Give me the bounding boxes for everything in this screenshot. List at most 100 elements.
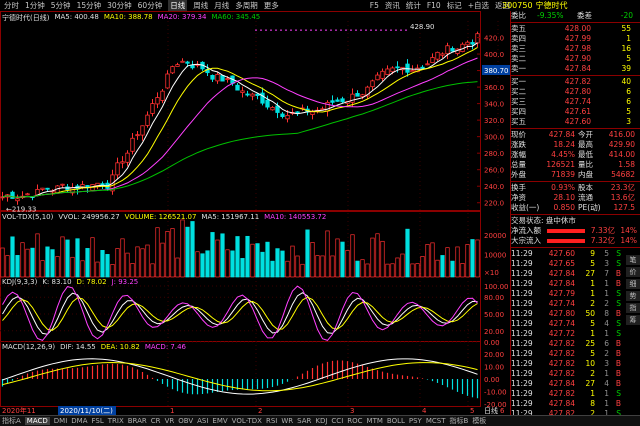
volume-bar: [250, 243, 255, 278]
macd-axis-label: 20.00: [484, 351, 504, 359]
period-6[interactable]: 日线: [168, 0, 188, 11]
indicator-tab-21[interactable]: PSY: [408, 417, 422, 425]
volume-label: VOLUME: 126521.07: [124, 213, 197, 221]
volume-bar: [470, 239, 475, 278]
date-axis-label: 2: [258, 407, 262, 415]
toolbar-button-0[interactable]: F5: [369, 1, 379, 10]
tick-count: 1: [604, 399, 609, 408]
trade-status: 交易状态: 盘中休市: [511, 216, 576, 225]
side-tab-2[interactable]: 细: [626, 279, 640, 289]
indicator-tab-22[interactable]: MCST: [425, 417, 446, 425]
indicator-tab-11[interactable]: EMV: [212, 417, 228, 425]
price-axis-label: 320.0: [484, 117, 504, 125]
candle-body: [185, 61, 190, 64]
indicator-tab-5[interactable]: TRIX: [107, 417, 124, 425]
indicator-tab-20[interactable]: BOLL: [386, 417, 405, 425]
volume-bar: [160, 242, 165, 278]
kline-chart-area[interactable]: 428.90←219.33420.0400.0380.0360.0340.032…: [0, 11, 510, 415]
candle-body: [120, 161, 125, 164]
toolbar-button-5[interactable]: +自选: [467, 1, 489, 10]
toolbar-button-4[interactable]: 标记: [446, 1, 462, 10]
side-tab-4[interactable]: 指: [626, 303, 640, 313]
side-tab-0[interactable]: 笔: [626, 255, 640, 265]
period-9[interactable]: 多周期: [235, 1, 258, 10]
indicator-tab-3[interactable]: DMA: [71, 417, 88, 425]
price-axis-label: 240.0: [484, 183, 504, 191]
volume-bar: [400, 253, 405, 278]
indicator-tab-17[interactable]: CCI: [331, 417, 344, 425]
period-1[interactable]: 1分钟: [25, 1, 45, 10]
candle-body: [130, 137, 135, 152]
indicator-tab-6[interactable]: BRAR: [127, 417, 147, 425]
indicator-tab-9[interactable]: OBV: [178, 417, 194, 425]
indicator-tab-16[interactable]: KDJ: [315, 417, 328, 425]
kdj-legend: KDJ(9,3,3) K: 83.10 D: 78.02 J: 93.25: [2, 278, 138, 286]
side-tab-5[interactable]: 筹: [626, 315, 640, 325]
indicator-tab-10[interactable]: ASI: [197, 417, 209, 425]
indicator-tab-1[interactable]: MACD: [24, 417, 50, 425]
period-2[interactable]: 5分钟: [50, 1, 71, 10]
volume-bar: [185, 226, 190, 278]
tick-time: 11:29: [511, 349, 533, 358]
ma5-line: [2, 42, 478, 198]
period-8[interactable]: 月线: [214, 1, 230, 10]
candle-body: [40, 187, 45, 190]
tick-direction: B: [615, 359, 621, 368]
indicator-tab-18[interactable]: ROC: [347, 417, 363, 425]
toolbar-button-1[interactable]: 资讯: [384, 1, 400, 10]
volume-bar: [225, 249, 230, 278]
toolbar-button-6[interactable]: 返回: [495, 1, 510, 10]
indicator-tab-14[interactable]: WR: [281, 417, 294, 425]
bids-label: 买三: [511, 97, 526, 106]
indicator-tab-19[interactable]: MTM: [366, 417, 383, 425]
candle-body: [10, 191, 15, 199]
fund-value: 127.5: [613, 203, 635, 212]
price-axis-label: 300.0: [484, 134, 504, 142]
period-5[interactable]: 60分钟: [137, 1, 163, 10]
tick-direction: B: [615, 379, 621, 388]
asks-volume: 55: [621, 24, 631, 33]
candle-body: [115, 162, 120, 176]
tick-count: 2: [604, 299, 609, 308]
volume-bar: [475, 239, 480, 278]
period-0[interactable]: 分时: [4, 1, 19, 10]
period-3[interactable]: 15分钟: [76, 1, 102, 10]
kdj-axis-label: 20.00: [484, 328, 504, 336]
stats-row: 涨跌 18.24 最高 429.90: [511, 140, 640, 150]
candle-body: [225, 78, 230, 81]
indicator-tab-24[interactable]: 模板: [472, 417, 487, 425]
indicator-tab-0[interactable]: 指标A: [2, 417, 21, 425]
side-tab-1[interactable]: 价: [626, 267, 640, 277]
tick-direction: S: [616, 319, 621, 328]
indicator-tab-23[interactable]: 指标B: [449, 417, 469, 425]
indicator-tab-12[interactable]: VOL-TDX: [231, 417, 262, 425]
toolbar-button-3[interactable]: F10: [426, 1, 441, 10]
indicator-tab-8[interactable]: VR: [164, 417, 175, 425]
period-10[interactable]: 更多: [263, 1, 279, 10]
stats-label: 涨跌: [511, 140, 526, 149]
indicator-tab-4[interactable]: FSL: [91, 417, 104, 425]
bids-row: 买三 427.74 6: [511, 97, 640, 107]
indicator-tab-2[interactable]: DMI: [53, 417, 68, 425]
tick-direction: S: [616, 299, 621, 308]
macd-legend: MACD(12,26,9) DIF: 14.55 DEA: 10.82 MACD…: [2, 343, 186, 351]
period-4[interactable]: 30分钟: [107, 1, 132, 10]
price-axis-label: 400.0: [484, 51, 504, 59]
toolbar-button-2[interactable]: 统计: [405, 1, 421, 10]
side-tab-3[interactable]: 势: [626, 291, 640, 301]
macd-histogram: [1, 358, 479, 399]
kdj-d-line: [2, 296, 478, 331]
indicator-tab-7[interactable]: CR: [150, 417, 161, 425]
period-7[interactable]: 周线: [193, 1, 209, 10]
tick-list[interactable]: 11:29 427.60 9 5 S 11:29 427.65 5 3 S 11:29 427.84 2…: [511, 249, 640, 419]
ma20-label: MA20: 379.34: [157, 13, 207, 21]
tick-volume: 1: [590, 389, 595, 398]
tick-price: 427.60: [548, 249, 575, 258]
volume-bar: [95, 261, 100, 278]
tick-volume: 8: [590, 399, 595, 408]
volume-bar: [445, 247, 450, 278]
indicator-tab-13[interactable]: RSI: [265, 417, 278, 425]
tick-count: 8: [604, 309, 609, 318]
tick-price: 427.84: [548, 279, 575, 288]
indicator-tab-15[interactable]: SAR: [297, 417, 312, 425]
